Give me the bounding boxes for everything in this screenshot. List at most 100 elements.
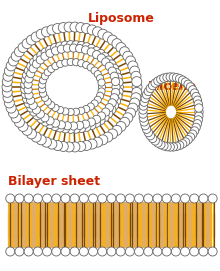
Circle shape [81,140,92,150]
Circle shape [44,98,51,105]
Circle shape [102,58,110,66]
Circle shape [18,121,28,131]
Circle shape [21,85,29,94]
Circle shape [113,92,122,101]
Circle shape [31,32,41,42]
Circle shape [166,73,174,81]
Circle shape [21,75,30,84]
Circle shape [181,247,190,256]
Circle shape [110,64,119,73]
Circle shape [116,194,125,203]
Circle shape [38,81,46,88]
Circle shape [77,41,86,50]
Circle shape [114,78,123,87]
Circle shape [42,194,51,203]
Circle shape [61,41,70,50]
Circle shape [46,117,54,125]
Text: Micelle: Micelle [148,80,197,93]
Circle shape [41,114,49,122]
Circle shape [97,54,106,62]
Circle shape [8,56,18,66]
Circle shape [193,120,202,128]
Circle shape [102,108,110,116]
Circle shape [24,80,32,88]
Circle shape [151,79,160,87]
Circle shape [72,108,80,115]
Circle shape [24,99,33,108]
Circle shape [76,141,86,151]
Circle shape [148,134,157,143]
Circle shape [41,94,49,101]
Circle shape [66,41,75,49]
Circle shape [208,194,217,203]
Circle shape [72,59,80,66]
Circle shape [2,87,12,97]
Circle shape [70,22,80,32]
Circle shape [77,124,86,133]
Circle shape [87,118,95,126]
Circle shape [24,194,33,203]
Circle shape [112,39,122,49]
Circle shape [24,66,33,75]
Circle shape [36,110,44,118]
Circle shape [70,122,78,130]
Circle shape [11,51,21,61]
Circle shape [57,45,66,53]
Circle shape [131,71,141,81]
Circle shape [123,51,133,61]
Circle shape [57,60,64,67]
Circle shape [190,89,199,97]
Circle shape [41,27,51,37]
Circle shape [108,67,116,75]
Circle shape [144,194,153,203]
Circle shape [112,78,120,86]
Circle shape [107,60,116,69]
Circle shape [108,129,117,139]
Circle shape [97,75,104,82]
Circle shape [195,104,203,112]
Circle shape [113,73,122,82]
Circle shape [36,135,46,145]
Circle shape [24,247,33,256]
Circle shape [70,44,78,52]
Circle shape [88,247,97,256]
Circle shape [104,109,113,118]
Circle shape [15,194,24,203]
Circle shape [98,83,106,91]
Circle shape [100,113,109,121]
Circle shape [79,194,88,203]
Circle shape [83,105,90,113]
Circle shape [52,63,59,70]
Circle shape [144,247,153,256]
Circle shape [194,100,202,108]
Circle shape [15,117,24,127]
Circle shape [44,69,51,76]
Circle shape [81,46,90,54]
Circle shape [142,125,151,133]
Circle shape [27,96,35,104]
Circle shape [146,84,155,92]
Circle shape [93,137,103,147]
Circle shape [53,140,62,150]
Circle shape [52,247,61,256]
Circle shape [125,194,134,203]
Circle shape [128,103,138,113]
Circle shape [22,71,31,80]
Circle shape [37,114,46,123]
Circle shape [186,133,195,141]
Circle shape [169,143,178,151]
Circle shape [107,194,116,203]
Circle shape [130,98,140,108]
Circle shape [33,247,42,256]
Circle shape [67,108,74,115]
Circle shape [67,59,74,66]
Circle shape [25,91,33,99]
Circle shape [144,128,152,137]
Circle shape [46,49,54,57]
Circle shape [140,98,148,106]
Circle shape [98,88,105,95]
Circle shape [178,140,187,148]
Circle shape [163,73,171,82]
Circle shape [97,112,106,120]
Circle shape [2,82,12,92]
